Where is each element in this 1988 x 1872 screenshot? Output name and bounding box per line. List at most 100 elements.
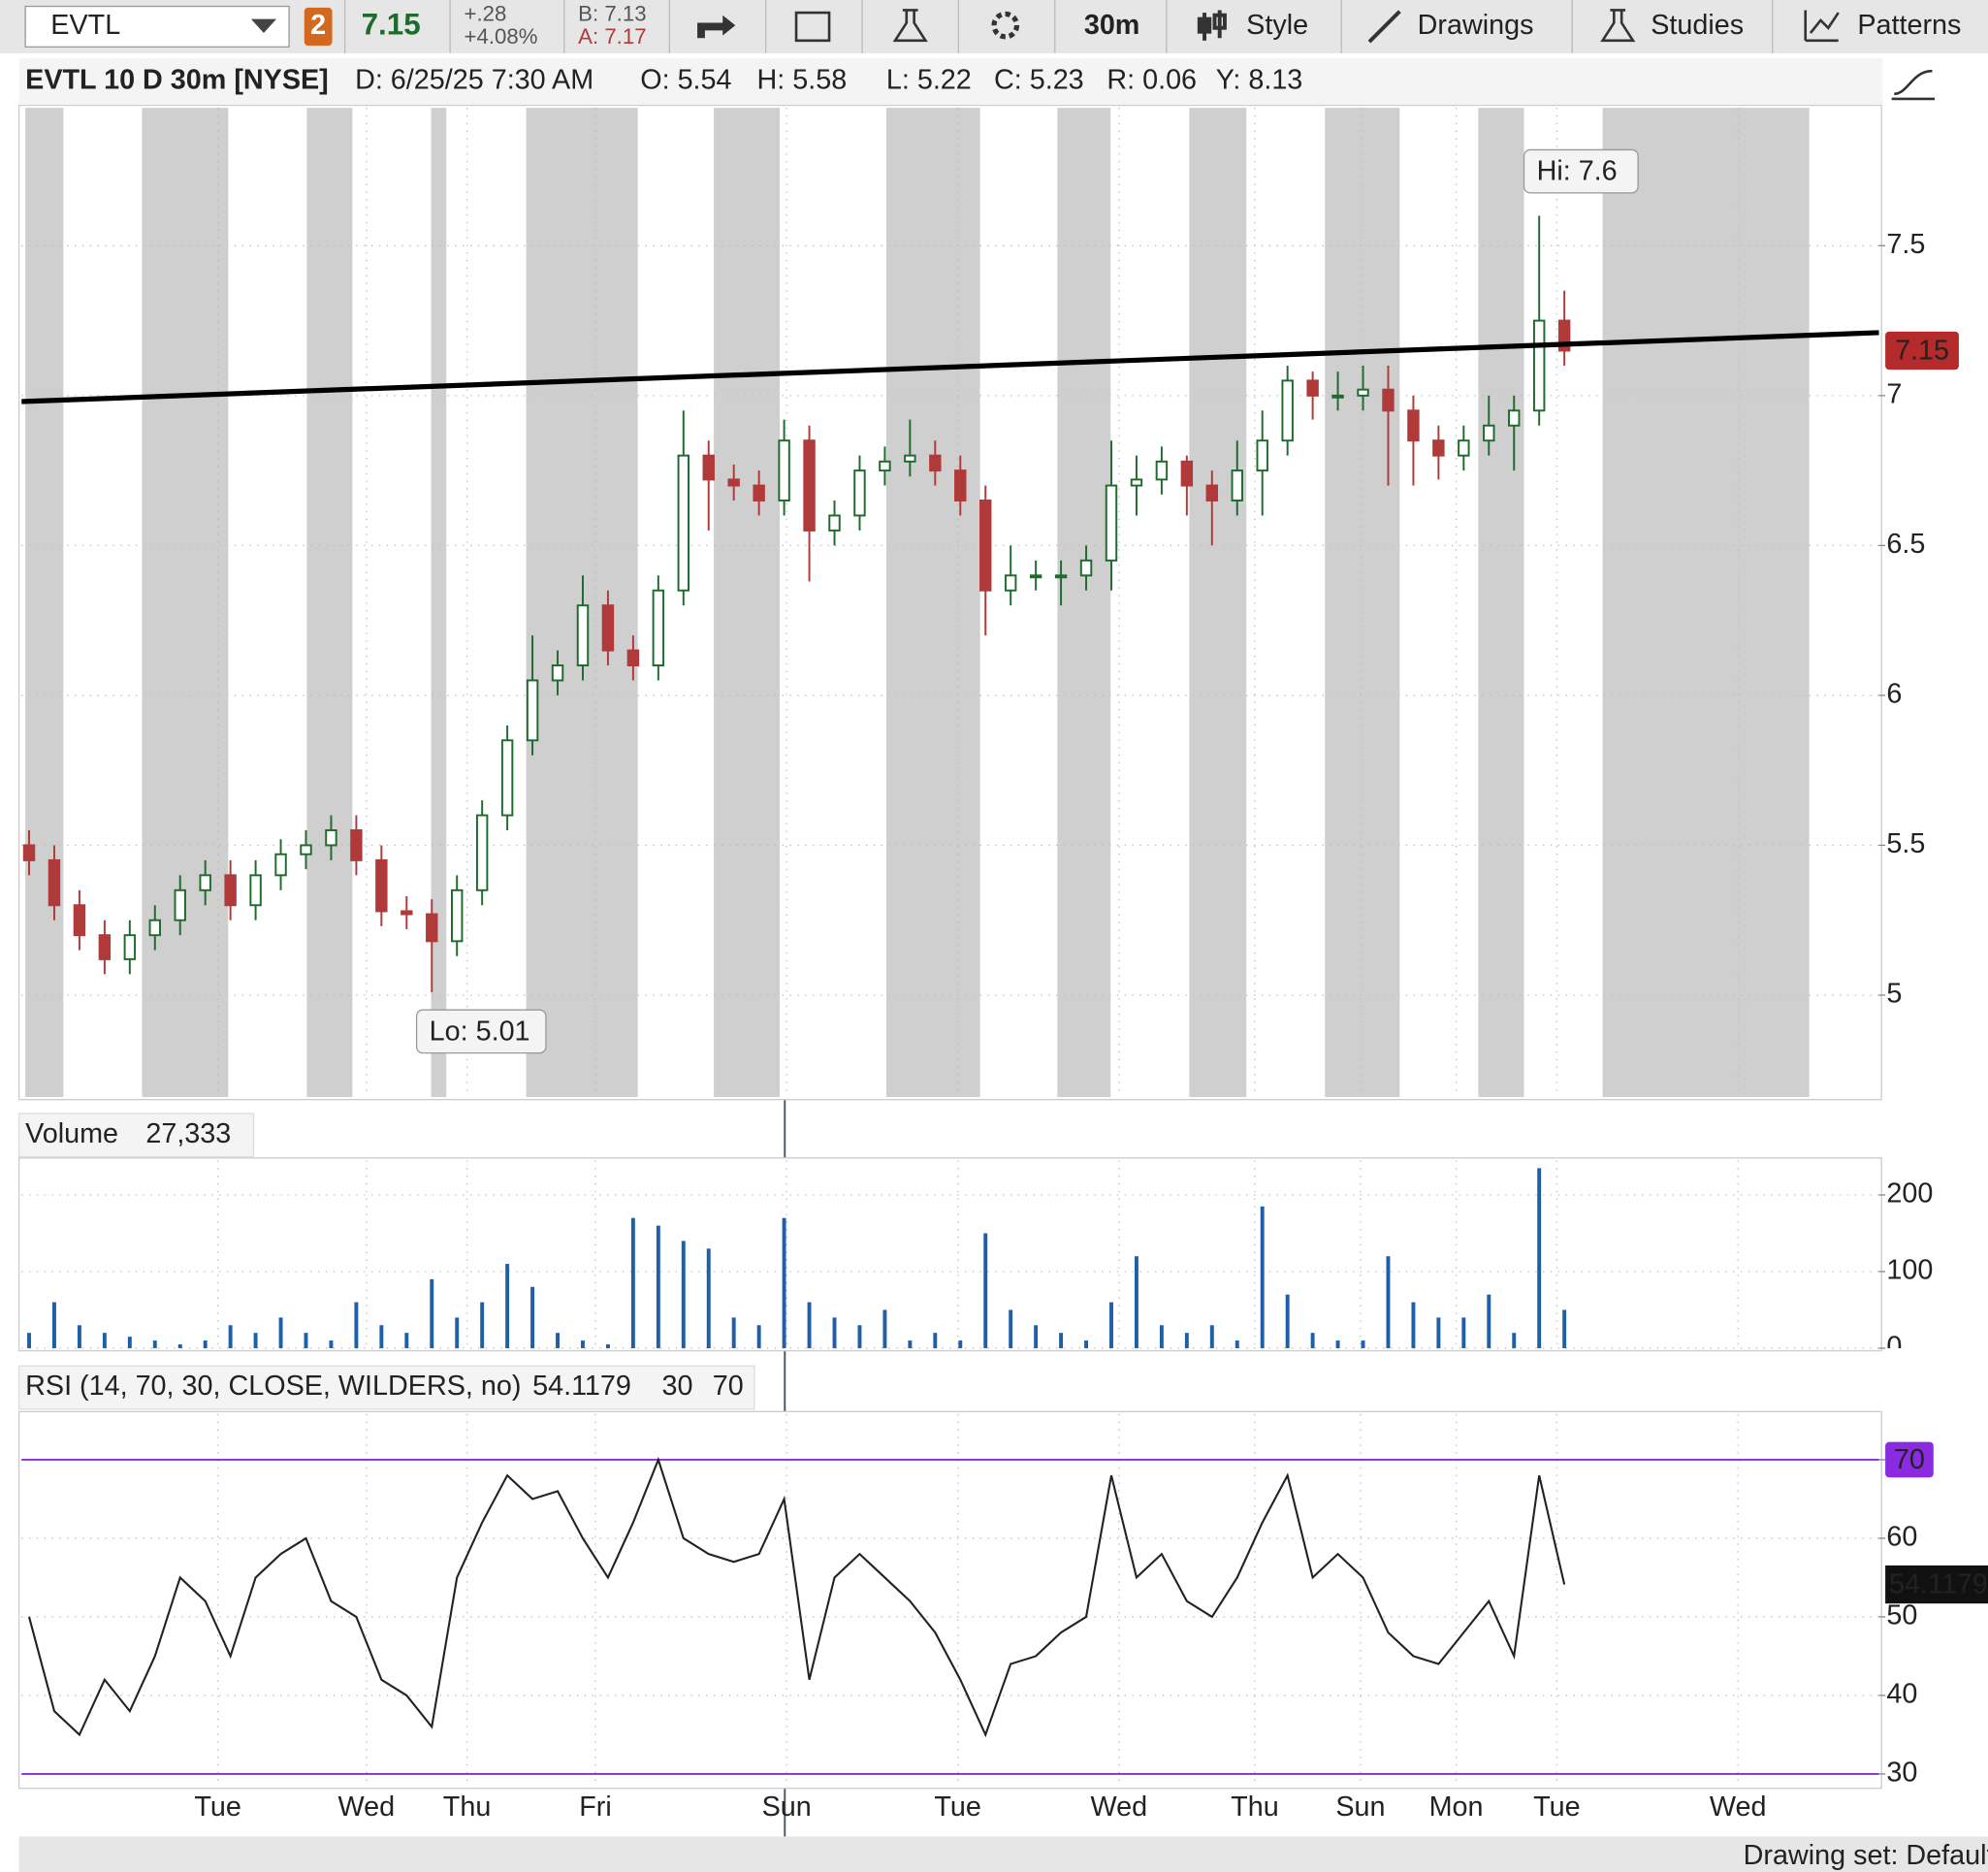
volume-bar <box>1184 1333 1189 1348</box>
patterns-button[interactable]: Patterns <box>1857 10 1961 41</box>
annotation-box <box>415 1009 547 1054</box>
share-icon[interactable] <box>697 15 736 39</box>
x-tick-label: Wed <box>1710 1791 1767 1823</box>
dropdown-arrow[interactable] <box>250 18 277 33</box>
drawing-set[interactable]: Drawing set: Default <box>1744 1840 1988 1871</box>
pane-value: 27,333 <box>145 1118 231 1149</box>
studies-icon[interactable] <box>1600 9 1636 43</box>
header-field: O: 5.54 <box>640 64 731 95</box>
volume-bar <box>102 1333 107 1348</box>
annotation-label: Lo: 5.01 <box>430 1016 530 1047</box>
candle-body <box>224 874 237 907</box>
candle-body <box>853 469 866 517</box>
session-band <box>1189 108 1247 1098</box>
volume-bar <box>630 1217 635 1348</box>
annotation-label: Hi: 7.6 <box>1537 156 1618 187</box>
candle-body <box>753 484 765 502</box>
drawings-icon[interactable] <box>1367 10 1401 44</box>
session-band <box>306 108 353 1098</box>
candle-body <box>929 454 942 472</box>
candle-body <box>526 679 539 742</box>
pane-title: RSI (14, 70, 30, CLOSE, WILDERS, no) <box>25 1371 521 1402</box>
scale-icon[interactable] <box>1891 69 1936 101</box>
candle-body <box>979 500 992 592</box>
alert-icon[interactable] <box>794 11 831 43</box>
volume-bar <box>1059 1333 1064 1348</box>
candle-body <box>601 604 615 652</box>
rsi-header-bg <box>17 1365 755 1410</box>
x-tick-label: Tue <box>1533 1791 1580 1823</box>
candle-body <box>1054 574 1068 579</box>
candle-body <box>828 514 841 532</box>
volume-bar <box>27 1333 31 1348</box>
header-field: R: 0.06 <box>1106 64 1197 95</box>
session-band <box>1325 108 1400 1098</box>
last-price: 7.15 <box>362 8 421 42</box>
volume-bar <box>581 1340 585 1348</box>
x-tick-label: Thu <box>443 1791 492 1823</box>
candle-body <box>1105 484 1118 562</box>
session-band <box>885 108 980 1098</box>
timeframe[interactable]: 30m <box>1084 10 1140 41</box>
volume-bar <box>983 1233 988 1348</box>
x-tick-label: Wed <box>1090 1791 1147 1823</box>
header-field: C: 5.23 <box>994 64 1084 95</box>
candle-body <box>1407 409 1420 442</box>
candle-body <box>551 664 564 682</box>
x-tick-label: Thu <box>1231 1791 1279 1823</box>
candle-body <box>274 853 287 877</box>
last-price-label: 7.15 <box>1895 335 1949 366</box>
candle-body <box>475 814 489 891</box>
rsi-line <box>28 1456 1566 1738</box>
candle-body <box>1557 319 1571 352</box>
volume-bar <box>329 1340 334 1348</box>
candle-body <box>300 844 312 855</box>
chart-title: EVTL 10 D 30m [NYSE] <box>25 64 329 95</box>
drawings-button[interactable]: Drawings <box>1418 10 1534 41</box>
volume-bar <box>857 1325 862 1348</box>
volume-bar <box>1009 1309 1013 1348</box>
patterns-icon[interactable] <box>1804 10 1840 43</box>
change-pct: +4.08% <box>465 24 538 48</box>
pane-frame <box>17 1410 1882 1790</box>
studies-button[interactable]: Studies <box>1651 10 1744 41</box>
candle-body <box>1432 439 1445 457</box>
gear-icon[interactable] <box>991 11 1020 40</box>
y-tick-label: 5 <box>1886 979 1902 1010</box>
symbol[interactable]: EVTL <box>50 10 120 41</box>
volume-bar <box>228 1325 233 1348</box>
style-button[interactable]: Style <box>1246 10 1308 41</box>
y-tick-label: 200 <box>1886 1178 1933 1210</box>
header-field: H: 5.58 <box>757 64 848 95</box>
flask-icon[interactable] <box>892 9 928 43</box>
link-number[interactable]: 2 <box>310 10 326 41</box>
volume-bar <box>455 1317 460 1348</box>
volume-bar <box>933 1333 938 1348</box>
session-band <box>1057 108 1111 1098</box>
last-price-badge <box>1885 331 1959 371</box>
header-bg <box>18 58 1883 105</box>
level-badge-label: 70 <box>1894 1444 1925 1475</box>
volume-bar <box>505 1264 510 1348</box>
volume-bar <box>480 1302 485 1348</box>
candle-body <box>1306 379 1319 397</box>
candle-body <box>1205 484 1219 502</box>
style-icon[interactable] <box>1197 10 1227 41</box>
level-label: 70 <box>713 1371 744 1402</box>
volume-bar <box>1310 1333 1315 1348</box>
y-tick-label: 6.5 <box>1886 529 1925 560</box>
rsi-badge <box>1885 1565 1988 1604</box>
header-field: L: 5.22 <box>886 64 972 95</box>
symbol-box[interactable] <box>24 5 290 48</box>
volume-bar <box>1260 1206 1265 1348</box>
link-badge[interactable] <box>304 7 333 47</box>
y-tick-label: 5.5 <box>1886 828 1925 859</box>
candle-body <box>98 934 112 960</box>
volume-header-bg <box>17 1113 255 1158</box>
volume-bar <box>77 1325 81 1348</box>
annotation-box <box>1523 148 1639 194</box>
volume-bar <box>958 1340 963 1348</box>
volume-bar <box>1411 1302 1416 1348</box>
volume-bar <box>379 1325 384 1348</box>
y-tick-label: 7.5 <box>1886 229 1925 260</box>
